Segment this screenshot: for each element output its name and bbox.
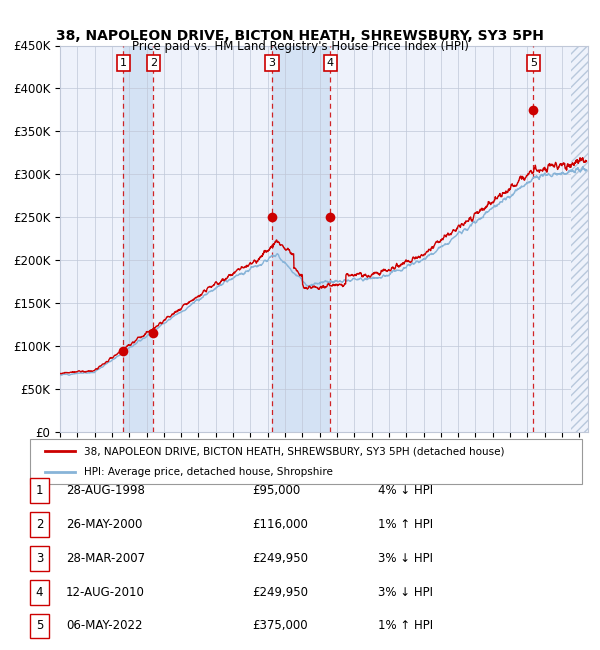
Text: 1: 1 [36,484,43,497]
Text: 06-MAY-2022: 06-MAY-2022 [66,619,143,632]
Text: 12-AUG-2010: 12-AUG-2010 [66,586,145,599]
Text: 5: 5 [530,58,537,68]
Text: 4: 4 [326,58,334,68]
Text: 4: 4 [36,586,43,599]
Bar [123,46,154,432]
Text: 28-MAR-2007: 28-MAR-2007 [66,552,145,565]
Text: 3: 3 [268,58,275,68]
Text: 3% ↓ HPI: 3% ↓ HPI [378,552,433,565]
Text: 38, NAPOLEON DRIVE, BICTON HEATH, SHREWSBURY, SY3 5PH: 38, NAPOLEON DRIVE, BICTON HEATH, SHREWS… [56,29,544,43]
Text: HPI: Average price, detached house, Shropshire: HPI: Average price, detached house, Shro… [84,467,333,476]
Text: 3: 3 [36,552,43,565]
Text: £116,000: £116,000 [252,518,308,531]
Text: £249,950: £249,950 [252,552,308,565]
Bar [272,46,330,432]
Text: 1: 1 [119,58,127,68]
Bar [571,46,588,432]
Text: 26-MAY-2000: 26-MAY-2000 [66,518,142,531]
Text: £95,000: £95,000 [252,484,300,497]
Text: £375,000: £375,000 [252,619,308,632]
Text: Price paid vs. HM Land Registry's House Price Index (HPI): Price paid vs. HM Land Registry's House … [131,40,469,53]
Text: 2: 2 [150,58,157,68]
Text: 38, NAPOLEON DRIVE, BICTON HEATH, SHREWSBURY, SY3 5PH (detached house): 38, NAPOLEON DRIVE, BICTON HEATH, SHREWS… [84,447,505,456]
Text: 28-AUG-1998: 28-AUG-1998 [66,484,145,497]
Text: 2: 2 [36,518,43,531]
Text: 1% ↑ HPI: 1% ↑ HPI [378,619,433,632]
Text: £249,950: £249,950 [252,586,308,599]
Text: 3% ↓ HPI: 3% ↓ HPI [378,586,433,599]
Text: 4% ↓ HPI: 4% ↓ HPI [378,484,433,497]
Text: 1% ↑ HPI: 1% ↑ HPI [378,518,433,531]
Bar [571,46,588,432]
Text: 5: 5 [36,619,43,632]
